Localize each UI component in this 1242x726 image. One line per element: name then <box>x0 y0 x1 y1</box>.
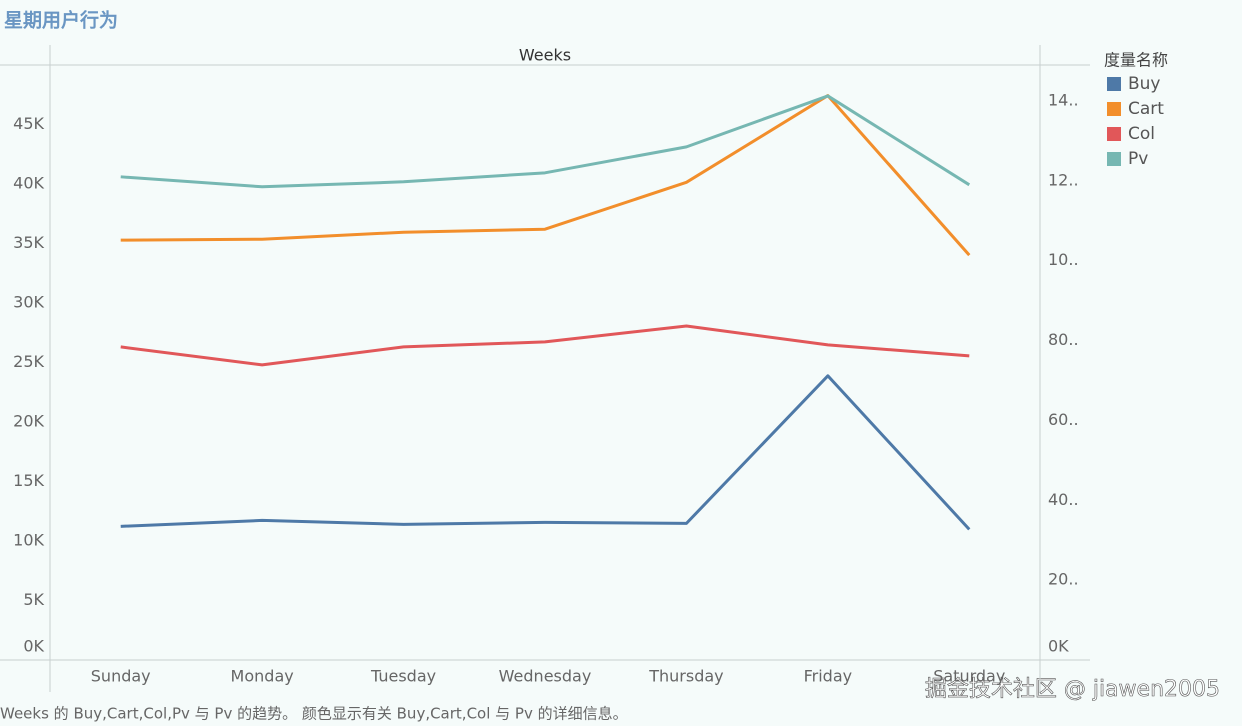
legend-swatch <box>1107 102 1121 116</box>
x-tick-label: Monday <box>231 667 294 686</box>
watermark: 掘金技术社区 @ jiawen2005 <box>925 677 1220 702</box>
legend-swatch <box>1107 127 1121 141</box>
chart-title: 星期用户行为 <box>4 9 118 32</box>
x-tick-label: Tuesday <box>370 667 436 686</box>
legend-label: Pv <box>1128 149 1148 169</box>
legend-label: Buy <box>1128 74 1161 94</box>
y-tick-label: 10K <box>13 531 44 550</box>
y-tick-label: 45K <box>13 114 44 133</box>
x-tick-label: Thursday <box>648 667 723 686</box>
series-line <box>120 324 970 367</box>
y-tick-label: 15K <box>13 471 44 490</box>
legend-swatch <box>1107 152 1121 166</box>
series-line <box>120 374 971 531</box>
y-tick-label: 5K <box>23 590 44 609</box>
x-tick-label: Saturday <box>933 667 1005 686</box>
column-header: Weeks <box>519 46 571 65</box>
caption: Weeks 的 Buy,Cart,Col,Pv 与 Pv 的趋势。 颜色显示有关… <box>0 705 628 723</box>
x-tick-label: Friday <box>804 667 853 686</box>
y2-tick-label: 0K <box>1048 637 1069 656</box>
y-tick-label: 30K <box>13 293 44 312</box>
x-tick-label: Sunday <box>91 667 151 686</box>
y-tick-label: 35K <box>13 233 44 252</box>
y2-tick-label: 14.. <box>1048 90 1079 109</box>
y2-tick-label: 80.. <box>1048 330 1079 349</box>
y-tick-label: 40K <box>13 174 44 193</box>
series-line <box>120 94 971 189</box>
y2-tick-label: 20.. <box>1048 570 1079 589</box>
y2-tick-label: 10.. <box>1048 250 1079 269</box>
y2-tick-label: 40.. <box>1048 490 1079 509</box>
y-tick-label: 20K <box>13 412 44 431</box>
y-tick-label: 25K <box>13 352 44 371</box>
y2-tick-label: 60.. <box>1048 410 1079 429</box>
legend-label: Cart <box>1128 99 1164 119</box>
x-tick-label: Wednesday <box>499 667 592 686</box>
legend-label: Col <box>1128 124 1155 144</box>
legend-swatch <box>1107 77 1121 91</box>
legend-title: 度量名称 <box>1104 51 1168 70</box>
y-tick-label: 0K <box>23 637 44 656</box>
y2-tick-label: 12.. <box>1048 170 1079 189</box>
